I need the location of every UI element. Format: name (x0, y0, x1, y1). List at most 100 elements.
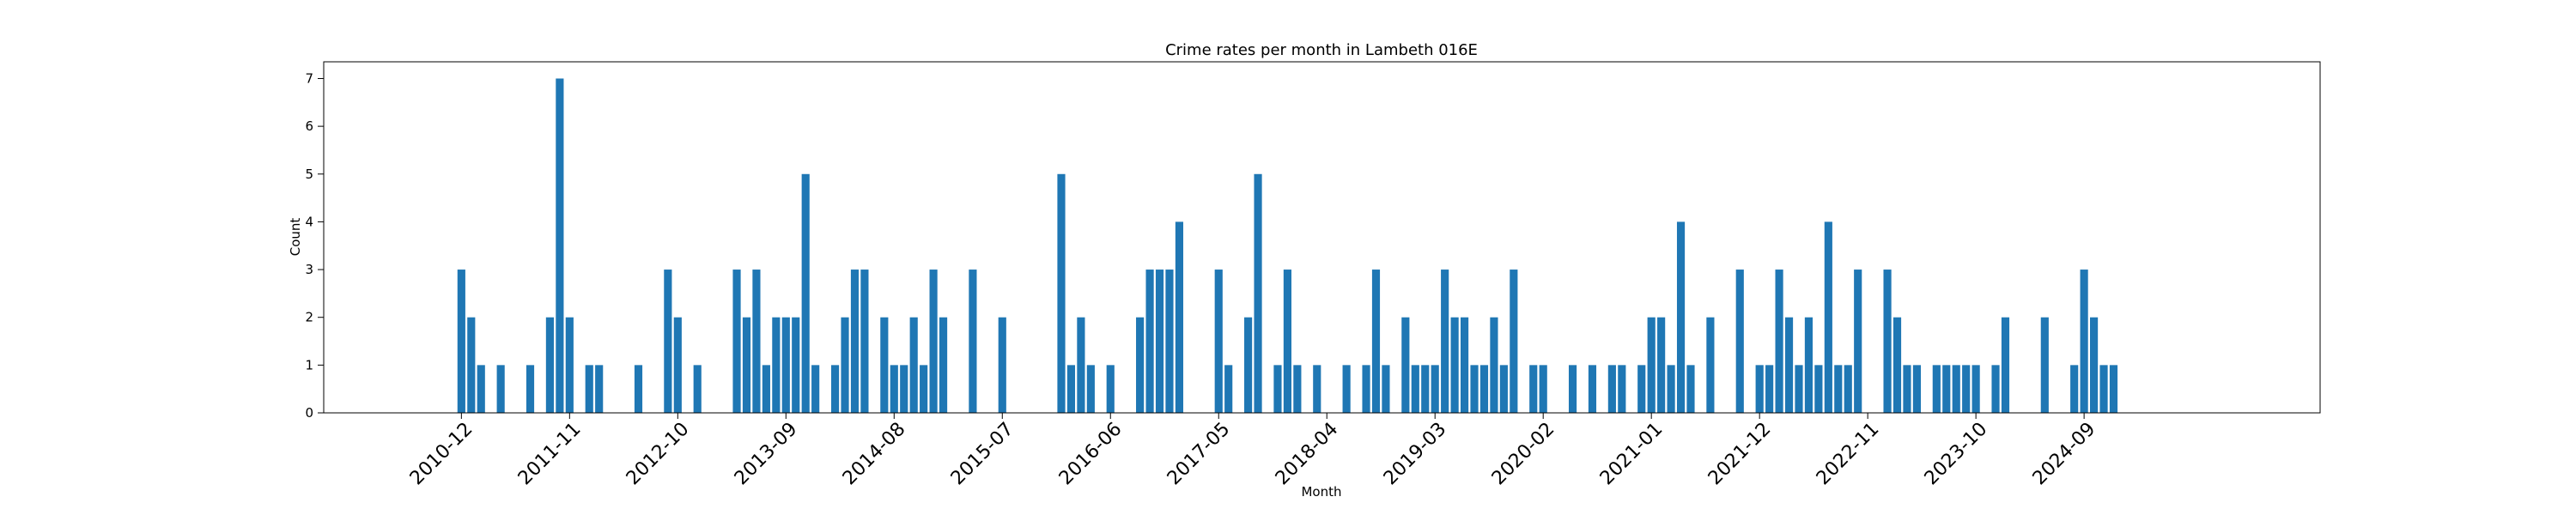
bars-group (457, 78, 2118, 413)
bar-2023-08 (1952, 365, 1960, 413)
bar-2022-06 (1814, 365, 1823, 413)
bar-2018-10 (1382, 365, 1390, 413)
bar-2019-10 (1499, 365, 1508, 413)
bar-2012-10 (673, 317, 682, 413)
bar-2016-09 (1136, 317, 1145, 413)
bar-2022-05 (1804, 317, 1814, 413)
bar-2013-12 (811, 365, 820, 413)
bar-2023-02 (1893, 317, 1902, 413)
bar-2020-09 (1607, 365, 1616, 413)
bar-2021-04 (1676, 221, 1686, 413)
bar-2019-06 (1460, 317, 1469, 413)
bar-2016-02 (1066, 365, 1076, 413)
bar-2022-08 (1834, 365, 1843, 413)
y-tick-label: 1 (305, 357, 313, 373)
bar-2015-04 (969, 270, 977, 413)
bar-2021-02 (1657, 317, 1666, 413)
bar-2013-11 (801, 173, 810, 413)
bar-2020-07 (1588, 365, 1597, 413)
bar-2012-06 (634, 365, 643, 413)
bar-2019-04 (1441, 270, 1449, 413)
bar-2021-07 (1706, 317, 1715, 413)
chart-title: Crime rates per month in Lambeth 016E (1165, 41, 1478, 59)
bar-2014-04 (850, 270, 860, 413)
bar-2012-09 (664, 270, 672, 413)
bar-2016-11 (1155, 270, 1164, 413)
bar-2023-10 (1971, 365, 1980, 413)
bar-2017-05 (1214, 270, 1223, 413)
bar-2014-02 (830, 365, 840, 413)
bar-2015-01 (939, 317, 948, 413)
y-axis-label: Count (288, 218, 303, 257)
bar-2024-01 (2001, 317, 2010, 413)
bar-2011-04 (496, 365, 505, 413)
bar-2013-07 (762, 365, 770, 413)
bar-2013-04 (732, 270, 741, 413)
bar-2018-06 (1342, 365, 1351, 413)
bar-2021-05 (1686, 365, 1695, 413)
bar-2014-10 (909, 317, 918, 413)
bar-2020-02 (1539, 365, 1547, 413)
bar-2023-04 (1912, 365, 1921, 413)
bar-2023-03 (1903, 365, 1911, 413)
bar-2017-09 (1254, 173, 1262, 413)
y-tick-label: 5 (305, 167, 313, 182)
bar-2012-01 (585, 365, 593, 413)
y-tick-label: 6 (305, 118, 313, 134)
bar-2022-07 (1824, 221, 1832, 413)
bar-2018-03 (1313, 365, 1321, 413)
bar-2024-08 (2070, 365, 2079, 413)
bar-2015-07 (998, 317, 1006, 413)
bar-2019-03 (1431, 365, 1439, 413)
bar-2022-04 (1795, 365, 1803, 413)
bar-2023-06 (1932, 365, 1941, 413)
bar-2019-07 (1470, 365, 1479, 413)
bar-2023-07 (1942, 365, 1951, 413)
bar-2019-05 (1450, 317, 1459, 413)
bar-2019-09 (1490, 317, 1498, 413)
bar-2011-09 (545, 317, 554, 413)
bar-2017-06 (1224, 365, 1233, 413)
y-tick-label: 2 (305, 310, 313, 325)
bar-2013-08 (772, 317, 781, 413)
bar-2013-06 (752, 270, 761, 413)
bar-2012-02 (595, 365, 604, 413)
bar-2013-05 (742, 317, 751, 413)
bar-2024-11 (2099, 365, 2108, 413)
bar-2014-07 (880, 317, 889, 413)
bar-2023-01 (1883, 270, 1892, 413)
bar-2011-11 (565, 317, 574, 413)
bar-2013-10 (792, 317, 800, 413)
bar-2022-03 (1784, 317, 1794, 413)
y-tick-label: 0 (305, 405, 313, 421)
bar-2021-10 (1735, 270, 1744, 413)
bar-2021-12 (1755, 365, 1764, 413)
bar-2019-08 (1479, 365, 1489, 413)
bar-2011-02 (477, 365, 485, 413)
bar-2019-01 (1411, 365, 1419, 413)
bar-2016-12 (1165, 270, 1174, 413)
bar-2017-08 (1244, 317, 1253, 413)
bar-2020-05 (1568, 365, 1577, 413)
y-tick-label: 3 (305, 262, 313, 277)
bar-2024-05 (2040, 317, 2049, 413)
bar-2016-03 (1077, 317, 1085, 413)
bar-2016-10 (1145, 270, 1154, 413)
bar-2020-01 (1529, 365, 1538, 413)
bar-2019-11 (1510, 270, 1518, 413)
bar-2018-09 (1371, 270, 1381, 413)
bar-2017-12 (1283, 270, 1291, 413)
bar-2019-02 (1421, 365, 1430, 413)
bar-2018-08 (1362, 365, 1370, 413)
bar-2014-12 (929, 270, 938, 413)
x-axis-label: Month (1301, 484, 1341, 500)
bar-2024-09 (2080, 270, 2088, 413)
bar-2014-08 (890, 365, 898, 413)
y-tick-label: 4 (305, 214, 313, 229)
bar-2016-04 (1086, 365, 1095, 413)
bar-2022-01 (1765, 365, 1774, 413)
bar-2014-05 (860, 270, 869, 413)
bar-2018-12 (1401, 317, 1410, 413)
